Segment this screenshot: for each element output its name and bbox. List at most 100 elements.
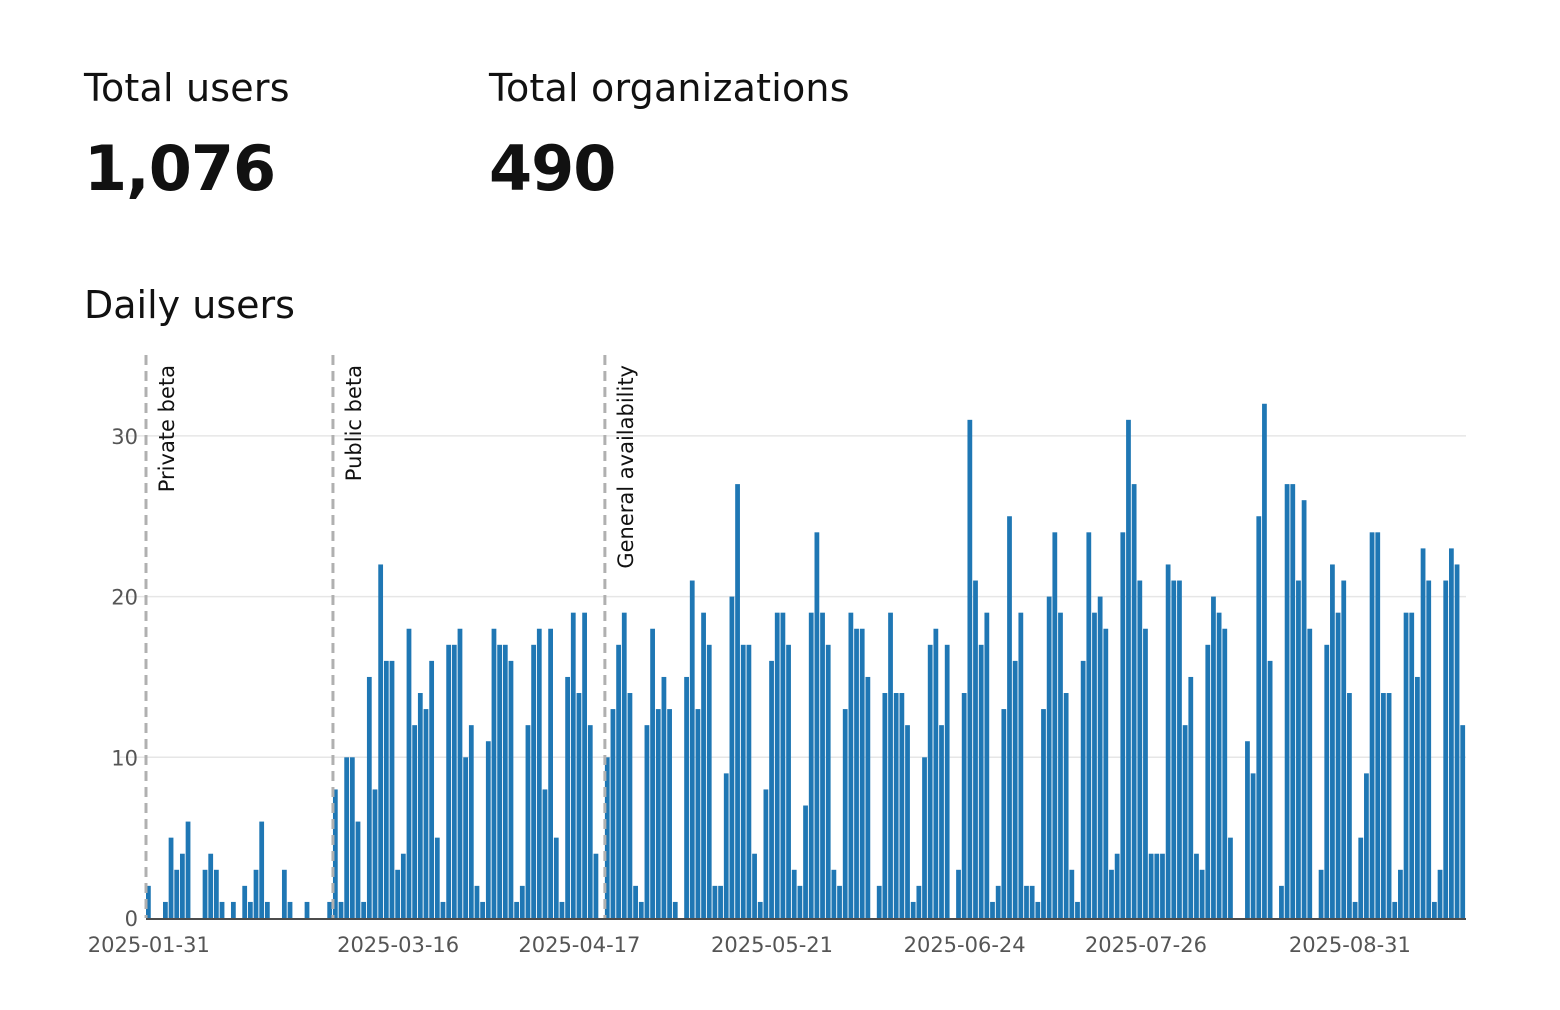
- bar: [1228, 837, 1233, 918]
- bar: [576, 693, 582, 918]
- bar: [1012, 660, 1018, 918]
- bar: [633, 885, 638, 918]
- bar: [1035, 901, 1041, 918]
- annotation-label: General availability: [614, 365, 638, 569]
- bar: [304, 901, 310, 918]
- bar: [1256, 516, 1262, 918]
- bar: [1097, 596, 1103, 918]
- bar: [332, 789, 338, 918]
- bar: [400, 853, 406, 918]
- bar: [718, 885, 723, 918]
- bar: [655, 709, 661, 918]
- bar: [508, 660, 514, 918]
- bar: [973, 580, 978, 918]
- bar: [939, 725, 944, 918]
- bar: [1063, 693, 1069, 918]
- bar: [1415, 676, 1420, 918]
- bar: [185, 821, 191, 918]
- bar: [1398, 869, 1403, 918]
- x-tick-label: 2025-06-24: [904, 933, 1026, 957]
- bar: [202, 869, 208, 918]
- bar: [1109, 869, 1114, 918]
- bar: [491, 628, 497, 918]
- bar: [808, 612, 814, 918]
- bar: [859, 628, 865, 918]
- bar: [1318, 869, 1324, 918]
- bar: [514, 901, 520, 918]
- bar: [287, 901, 293, 918]
- bar: [1188, 676, 1194, 918]
- bar: [146, 885, 151, 918]
- bar: [995, 885, 1001, 918]
- bar: [468, 725, 474, 918]
- bar: [451, 644, 457, 918]
- bar: [888, 612, 893, 918]
- bar: [735, 484, 740, 918]
- bar: [905, 725, 910, 918]
- annotation-label: Public beta: [342, 365, 366, 481]
- x-tick-label: 2025-04-17: [518, 933, 640, 957]
- bar: [848, 612, 854, 918]
- bar: [650, 628, 655, 918]
- bar: [672, 901, 678, 918]
- bar: [446, 644, 452, 918]
- bar: [230, 901, 236, 918]
- x-tick-label: 2025-07-26: [1085, 933, 1207, 957]
- bar: [797, 885, 803, 918]
- bar: [1075, 901, 1080, 918]
- bar: [163, 901, 168, 918]
- bar: [429, 660, 435, 918]
- bar: [638, 901, 644, 918]
- bar: [1092, 612, 1097, 918]
- bar: [1148, 853, 1154, 918]
- bar: [1114, 853, 1120, 918]
- bar: [1211, 596, 1216, 918]
- bar: [395, 869, 401, 918]
- bar: [706, 644, 712, 918]
- bar: [661, 676, 667, 918]
- bar: [854, 628, 859, 918]
- bar: [786, 644, 791, 918]
- bar: [780, 612, 786, 918]
- bar: [457, 628, 463, 918]
- bar: [757, 901, 763, 918]
- bar: [729, 596, 735, 918]
- bar: [667, 709, 672, 918]
- bar: [253, 869, 259, 918]
- total-users-label: Total users: [84, 66, 290, 110]
- bar: [1007, 516, 1012, 918]
- bar: [842, 709, 848, 918]
- bar: [536, 628, 542, 918]
- bar: [412, 725, 418, 918]
- bar: [440, 901, 446, 918]
- bar: [259, 821, 265, 918]
- bar: [752, 853, 757, 918]
- bar: [610, 709, 616, 918]
- bar: [519, 885, 525, 918]
- bar: [434, 837, 440, 918]
- bar: [174, 869, 180, 918]
- bar: [1171, 580, 1177, 918]
- bar: [565, 676, 570, 918]
- bar: [1154, 853, 1160, 918]
- bar: [814, 532, 820, 918]
- bar: [542, 789, 548, 918]
- bar: [208, 853, 214, 918]
- bar: [1369, 532, 1375, 918]
- bar: [1454, 564, 1460, 918]
- bar: [1432, 901, 1437, 918]
- bar: [689, 580, 695, 918]
- bar: [1307, 628, 1313, 918]
- bar: [616, 644, 621, 918]
- bar: [1137, 580, 1143, 918]
- bar: [695, 709, 701, 918]
- bar: [1086, 532, 1092, 918]
- total-organizations-value: 490: [489, 132, 616, 205]
- bar: [1267, 660, 1273, 918]
- chart-title: Daily users: [84, 283, 295, 327]
- bar: [361, 901, 367, 918]
- bar: [1194, 853, 1199, 918]
- bar: [956, 869, 961, 918]
- bar: [417, 693, 423, 918]
- bar: [1284, 484, 1290, 918]
